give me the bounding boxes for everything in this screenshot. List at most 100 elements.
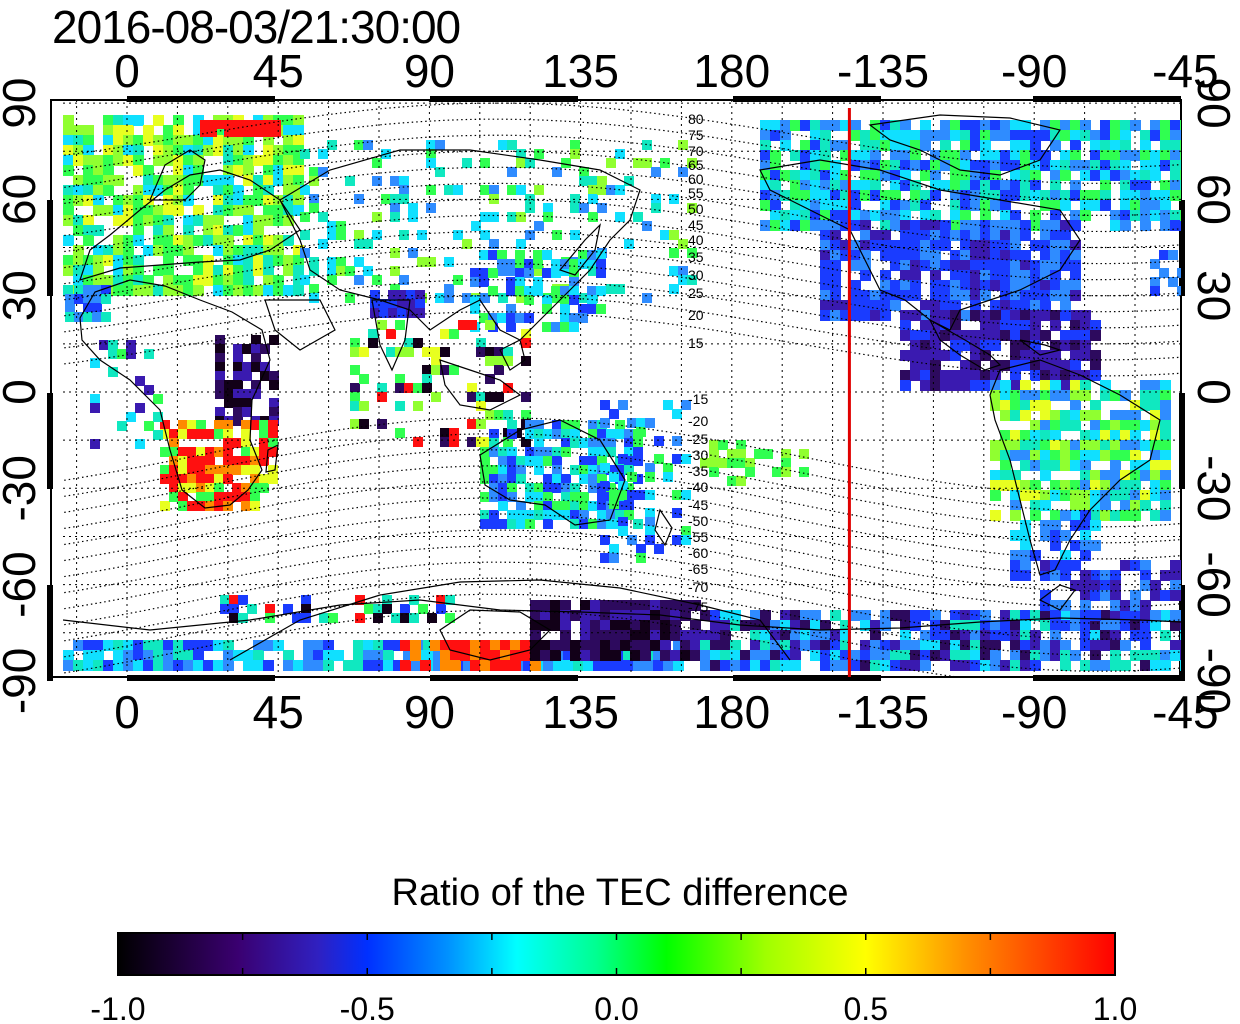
tec-cell bbox=[624, 176, 634, 186]
tec-cell bbox=[1070, 490, 1081, 501]
tec-cell bbox=[990, 160, 1001, 171]
tec-cell bbox=[770, 120, 781, 131]
tec-cell bbox=[1140, 130, 1151, 141]
tec-cell bbox=[590, 620, 601, 631]
tec-cell bbox=[183, 245, 194, 256]
tec-cell bbox=[950, 170, 961, 181]
tec-cell bbox=[1020, 390, 1031, 401]
tec-cell bbox=[273, 165, 284, 176]
tec-cell bbox=[1080, 320, 1091, 331]
tec-cell bbox=[710, 610, 721, 621]
colorbar-tick-label: -1.0 bbox=[90, 991, 145, 1024]
tec-cell bbox=[83, 165, 94, 176]
tec-cell bbox=[283, 115, 294, 126]
tec-cell bbox=[73, 275, 84, 286]
tec-cell bbox=[799, 449, 809, 459]
tec-cell bbox=[1010, 180, 1021, 191]
tec-cell bbox=[920, 170, 931, 181]
tec-cell bbox=[243, 215, 254, 226]
tec-cell bbox=[1070, 210, 1081, 221]
tec-cell bbox=[253, 195, 264, 206]
tec-cell bbox=[327, 230, 337, 240]
tec-cell bbox=[1020, 180, 1031, 191]
tec-cell bbox=[123, 205, 134, 216]
tec-cell bbox=[1140, 460, 1151, 471]
tec-cell bbox=[860, 240, 871, 251]
tec-cell bbox=[1130, 590, 1141, 601]
tec-cell bbox=[950, 630, 961, 641]
tec-cell bbox=[570, 429, 580, 439]
tec-cell bbox=[73, 255, 84, 266]
tec-cell bbox=[1170, 620, 1181, 631]
tec-cell bbox=[970, 350, 981, 361]
tec-cell bbox=[462, 158, 472, 168]
coastlines bbox=[63, 114, 1181, 661]
tec-cell bbox=[1090, 620, 1101, 631]
tec-cell bbox=[615, 501, 625, 511]
tec-cell bbox=[900, 260, 911, 271]
tec-cell bbox=[1070, 330, 1081, 341]
tec-cell bbox=[196, 492, 206, 502]
tec-cell bbox=[596, 304, 606, 314]
tec-cell bbox=[990, 400, 1001, 411]
tec-cell bbox=[193, 155, 204, 166]
tec-cell bbox=[860, 270, 871, 281]
tec-cell bbox=[243, 660, 254, 671]
tec-cell bbox=[467, 383, 477, 393]
tec-cell bbox=[1020, 350, 1031, 361]
tec-cell bbox=[449, 365, 459, 375]
tec-cell bbox=[820, 300, 831, 311]
contour-line bbox=[63, 102, 1181, 168]
tec-cell bbox=[970, 130, 981, 141]
tec-cell bbox=[318, 167, 328, 177]
tec-cell bbox=[1080, 630, 1091, 641]
tec-cell bbox=[1150, 130, 1161, 141]
tec-cell bbox=[1140, 490, 1151, 501]
tec-cell bbox=[1100, 390, 1111, 401]
tec-cell bbox=[253, 225, 264, 236]
tec-cell bbox=[1040, 270, 1051, 281]
tec-cell bbox=[920, 300, 931, 311]
tec-cell bbox=[800, 170, 811, 181]
tec-cell bbox=[970, 650, 981, 661]
tec-cell bbox=[507, 483, 517, 493]
tec-cell bbox=[980, 180, 991, 191]
tec-cell bbox=[123, 115, 134, 126]
tec-cell bbox=[359, 419, 369, 429]
tec-cell bbox=[273, 640, 284, 651]
tec-cell bbox=[700, 630, 711, 641]
tec-cell bbox=[1150, 480, 1161, 491]
tec-cell bbox=[990, 190, 1001, 201]
tec-cell bbox=[1020, 120, 1031, 131]
tec-cell bbox=[516, 456, 526, 466]
tec-cell bbox=[860, 610, 871, 621]
tec-cell bbox=[850, 200, 861, 211]
tec-cell bbox=[133, 185, 144, 196]
tec-cell bbox=[627, 418, 637, 428]
tec-cell bbox=[1050, 460, 1061, 471]
tec-cell bbox=[850, 260, 861, 271]
tec-cell bbox=[373, 613, 383, 623]
tec-cell bbox=[223, 165, 234, 176]
tec-cell bbox=[542, 304, 552, 314]
tec-cell bbox=[970, 380, 981, 391]
tec-cell bbox=[830, 170, 841, 181]
tec-cell bbox=[636, 427, 646, 437]
tec-cell bbox=[840, 240, 851, 251]
tec-cell bbox=[790, 200, 801, 211]
tec-cell bbox=[283, 175, 294, 186]
tec-cell bbox=[940, 350, 951, 361]
tec-cell bbox=[960, 360, 971, 371]
tec-cell bbox=[178, 501, 188, 511]
tec-cell bbox=[489, 212, 499, 222]
tec-cell bbox=[373, 604, 383, 614]
tec-cell bbox=[570, 465, 580, 475]
tec-cell bbox=[1040, 570, 1051, 581]
tec-cell bbox=[640, 640, 651, 651]
tec-cell bbox=[1030, 280, 1041, 291]
tec-cell bbox=[960, 140, 971, 151]
tec-cell bbox=[200, 120, 209, 129]
tec-cell bbox=[709, 440, 719, 450]
tec-cell bbox=[408, 203, 418, 213]
tec-cell bbox=[1020, 520, 1031, 531]
